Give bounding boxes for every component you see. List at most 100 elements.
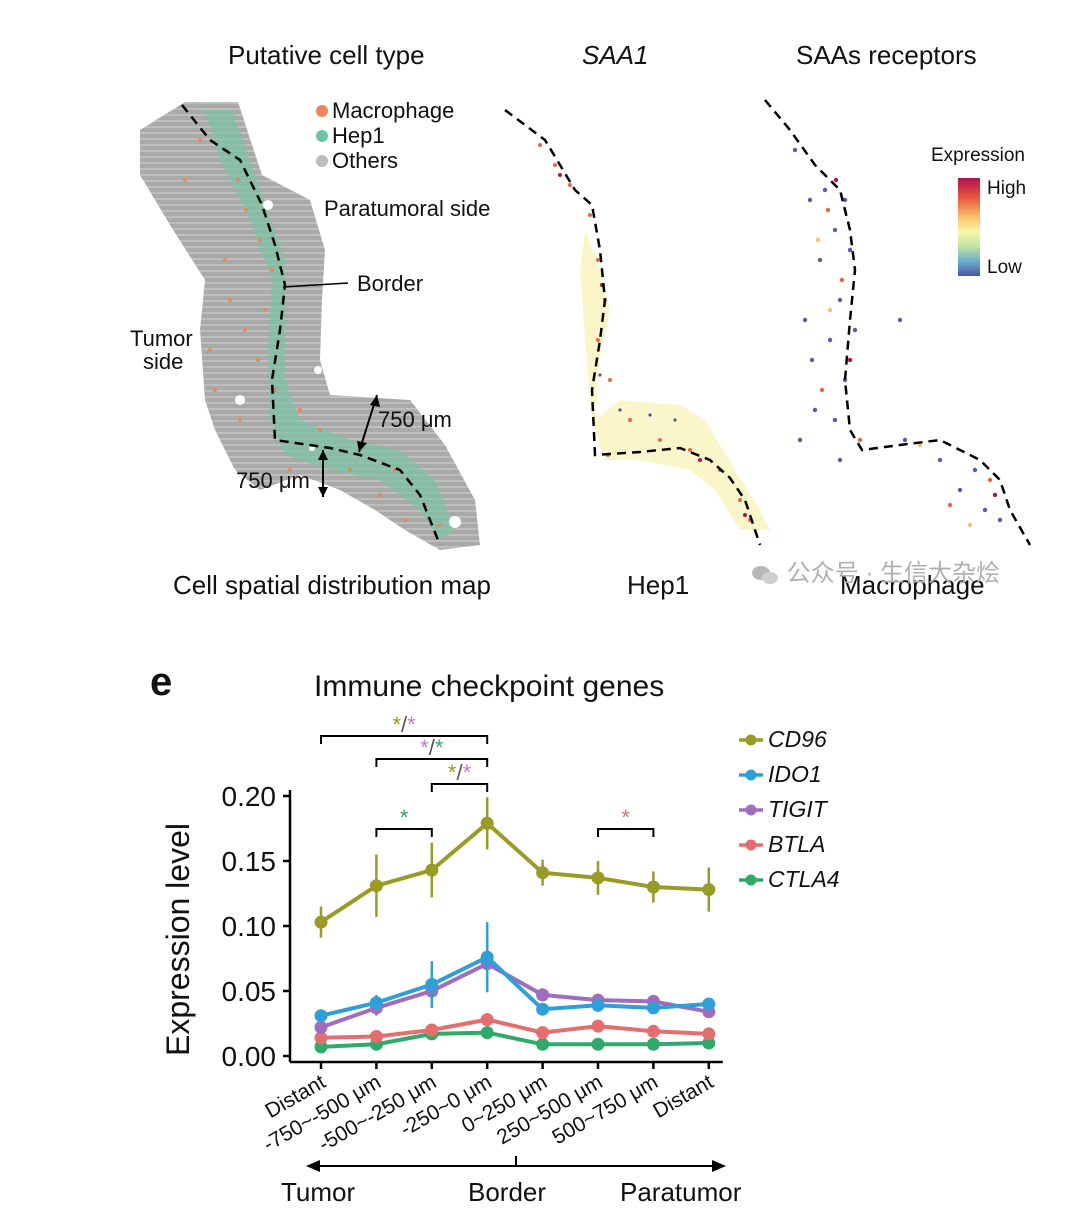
hep1-swatch bbox=[316, 129, 328, 142]
map-caption: Cell spatial distribution map bbox=[173, 570, 491, 600]
significance-mark: */* bbox=[392, 712, 416, 737]
significance-bracket bbox=[375, 758, 489, 767]
hep1-caption: Hep1 bbox=[627, 570, 690, 600]
expression-legend-title: Expression bbox=[931, 145, 1025, 166]
significance-mark: * bbox=[400, 805, 409, 830]
distance-label-1: 750 μm bbox=[378, 407, 452, 432]
gene-legend-item-ctla4: CTLA4 bbox=[738, 862, 840, 897]
series-line bbox=[320, 1017, 709, 1040]
saa1-map bbox=[504, 109, 770, 546]
legend-marker bbox=[739, 804, 763, 815]
data-point bbox=[536, 988, 550, 1002]
significance-star: / bbox=[429, 735, 436, 760]
data-point bbox=[369, 996, 383, 1010]
macrophage-dots bbox=[183, 138, 442, 527]
significance-mark: */* bbox=[420, 735, 444, 760]
legend-label: Others bbox=[332, 147, 399, 173]
y-tick-label: 0.15 bbox=[222, 846, 277, 877]
expression-colorbar bbox=[958, 178, 980, 276]
significance-star: * bbox=[392, 712, 401, 737]
series-line bbox=[320, 1030, 709, 1049]
region-arrow-left-head bbox=[306, 1160, 320, 1172]
receptors-map bbox=[764, 99, 1032, 546]
data-point bbox=[536, 866, 550, 880]
data-point bbox=[591, 1019, 605, 1033]
legend-marker bbox=[739, 874, 763, 885]
data-point bbox=[314, 1020, 328, 1034]
data-point bbox=[646, 880, 660, 894]
legend-marker bbox=[739, 769, 763, 780]
significance-star: * bbox=[463, 760, 472, 785]
hep1-region bbox=[205, 110, 455, 540]
border-label: Border bbox=[357, 271, 424, 296]
legend-label: Hep1 bbox=[332, 122, 385, 148]
significance-star: / bbox=[401, 712, 408, 737]
data-point bbox=[646, 1037, 660, 1051]
significance-star: * bbox=[435, 735, 444, 760]
data-point bbox=[314, 1031, 328, 1045]
series-line bbox=[319, 820, 709, 924]
data-point bbox=[702, 997, 716, 1011]
data-point bbox=[536, 1037, 550, 1051]
data-point bbox=[425, 863, 439, 877]
data-point bbox=[536, 1026, 550, 1040]
data-point bbox=[591, 871, 605, 885]
data-point bbox=[536, 1002, 550, 1016]
saa1-title: SAA1 bbox=[582, 40, 649, 70]
significance-star: * bbox=[621, 805, 630, 830]
tumor-side-label-2: side bbox=[143, 349, 184, 374]
gene-legend-label: CTLA4 bbox=[768, 866, 840, 892]
data-point bbox=[646, 1024, 660, 1038]
distance-label-2: 750 μm bbox=[236, 468, 310, 493]
gene-legend-label: BTLA bbox=[768, 831, 826, 857]
cell-spatial-map bbox=[140, 99, 1032, 550]
data-point bbox=[702, 883, 716, 897]
data-point bbox=[480, 1026, 494, 1040]
expression-high-label: High bbox=[987, 178, 1027, 199]
cell-type-title: Putative cell type bbox=[228, 40, 425, 70]
gene-legend-item-tigit: TIGIT bbox=[738, 792, 840, 827]
significance-star: * bbox=[420, 735, 429, 760]
region-label-paratumor: Paratumor bbox=[620, 1177, 742, 1207]
gene-legend-item-ido1: IDO1 bbox=[738, 757, 840, 792]
data-point bbox=[369, 1030, 383, 1043]
region-label-border: Border bbox=[468, 1177, 547, 1207]
data-point bbox=[591, 1037, 605, 1051]
legend-marker bbox=[739, 839, 763, 850]
data-point bbox=[425, 1023, 439, 1037]
significance-star: * bbox=[400, 805, 409, 830]
data-point bbox=[702, 1036, 716, 1050]
data-point bbox=[425, 978, 439, 991]
significance-bracket bbox=[430, 783, 489, 792]
y-tick-label: 0.00 bbox=[222, 1041, 277, 1072]
significance-bracket bbox=[320, 735, 489, 744]
significance-star: * bbox=[407, 712, 416, 737]
x-tick-label: Distant bbox=[649, 1070, 717, 1123]
gene-legend-label: IDO1 bbox=[768, 761, 822, 787]
watermark-text: 公众号 · 生信大杂烩 bbox=[786, 560, 1000, 587]
data-point bbox=[480, 816, 494, 830]
legend-marker bbox=[739, 734, 763, 745]
data-point bbox=[369, 879, 383, 893]
receptors-title: SAAs receptors bbox=[796, 40, 977, 70]
y-tick-label: 0.10 bbox=[222, 911, 277, 942]
region-label-tumor: Tumor bbox=[281, 1177, 356, 1207]
chart-title: Immune checkpoint genes bbox=[314, 670, 665, 703]
cell-type-legend: Macrophage Hep1 Others bbox=[316, 98, 454, 173]
expression-low-label: Low bbox=[987, 257, 1022, 278]
tumor-side-label-1: Tumor bbox=[130, 326, 193, 351]
significance-bracket bbox=[597, 828, 655, 837]
macrophage-swatch bbox=[316, 104, 328, 117]
legend-label: Macrophage bbox=[332, 97, 455, 123]
significance-mark: */* bbox=[448, 760, 472, 785]
data-point bbox=[702, 1027, 716, 1041]
wechat-icon bbox=[752, 564, 780, 586]
gene-legend-label: TIGIT bbox=[768, 796, 827, 822]
gene-legend-item-btla: BTLA bbox=[738, 827, 840, 862]
series-line bbox=[320, 961, 710, 1030]
gene-legend: CD96 IDO1 TIGIT BTLA CTLA4 bbox=[738, 722, 840, 897]
series-line bbox=[320, 954, 709, 1018]
y-tick-label: 0.20 bbox=[222, 781, 277, 812]
legend-item-hep1: Hep1 bbox=[316, 123, 454, 148]
